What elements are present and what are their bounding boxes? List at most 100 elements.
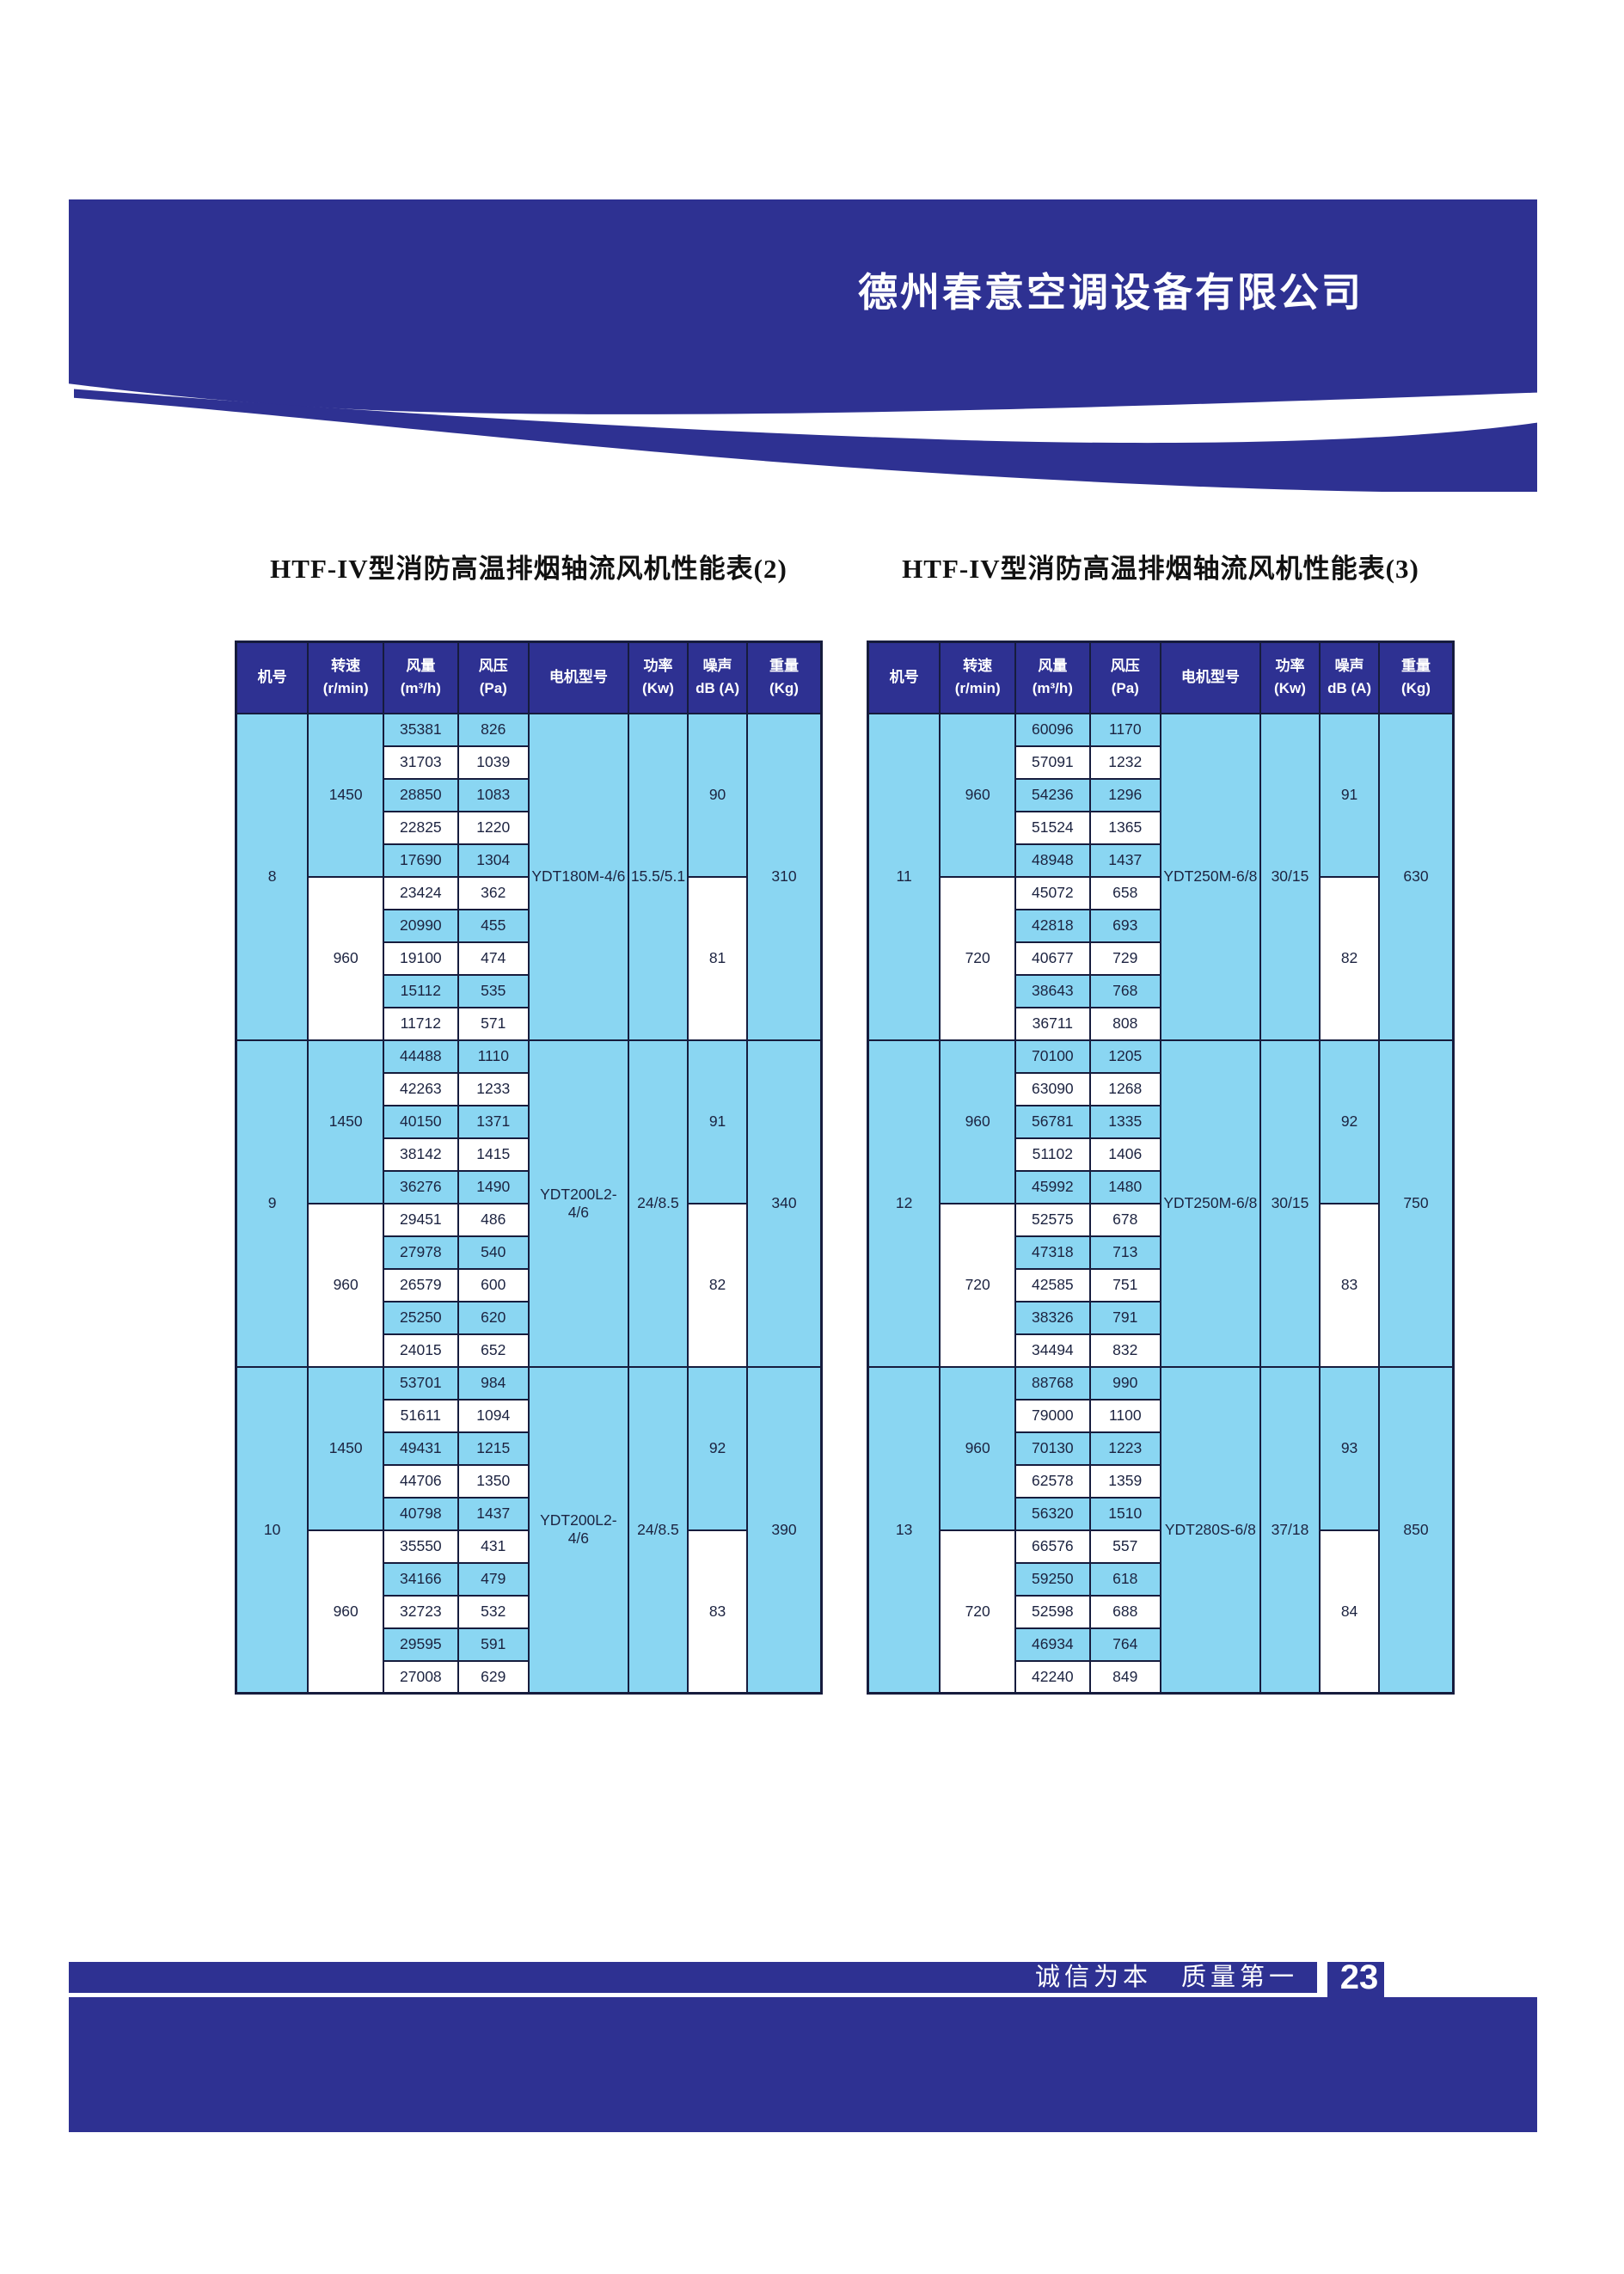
cell-motor-model: YDT250M-6/8	[1159, 1039, 1261, 1368]
column-header: 机号	[235, 641, 309, 714]
cell-airflow: 54236	[1014, 777, 1091, 812]
cell-pressure: 768	[1088, 973, 1161, 1008]
cell-speed: 720	[939, 875, 1017, 1041]
table-row: 17690 1304	[236, 843, 822, 878]
cell-speed: 1450	[307, 712, 385, 878]
cell-airflow: 45072	[1014, 875, 1091, 910]
cell-motor-model: YDT200L2-4/6	[527, 1039, 629, 1368]
table-row: 36276 1490	[236, 1169, 822, 1204]
table-row: 12 960 70100 1205 YDT250M-6/8 30/15 92 750	[867, 1039, 1455, 1368]
cell-weight: 390	[745, 1365, 823, 1695]
cell-airflow: 44488	[383, 1039, 459, 1074]
column-header: 风量 (m³/h)	[1014, 641, 1091, 714]
table-row: 29595 591	[236, 1627, 822, 1662]
footer-corner-notch	[1384, 1962, 1537, 1997]
table-row: 62578 1359	[868, 1463, 1454, 1499]
column-header: 转速(r/min)	[307, 641, 385, 714]
table-row: 32723 532	[236, 1594, 822, 1629]
cell-model-no: 12	[867, 1039, 941, 1368]
cell-motor-model: YDT180M-4/6	[527, 712, 629, 1041]
company-name: 德州春意空调设备有限公司	[858, 270, 1364, 315]
cell-airflow: 52575	[1014, 1202, 1091, 1237]
column-header-line2: (Pa)	[1111, 680, 1139, 697]
cell-pressure: 1170	[1088, 712, 1161, 747]
cell-pressure: 1415	[457, 1137, 530, 1172]
column-header-line1: 机号	[257, 669, 287, 686]
cell-motor-model: YDT280S-6/8	[1159, 1365, 1261, 1695]
column-header: 电机型号	[1159, 641, 1261, 714]
cell-pressure: 1100	[1088, 1398, 1161, 1433]
table-row: 720 52575 678 83	[868, 1202, 1454, 1368]
cell-noise: 92	[1319, 1039, 1380, 1204]
cell-airflow: 42818	[1014, 908, 1091, 943]
cell-power: 15.5/5.1	[627, 712, 689, 1041]
cell-airflow: 36711	[1014, 1006, 1091, 1041]
column-header-line2: (Pa)	[479, 680, 507, 697]
cell-pressure: 1490	[457, 1169, 530, 1204]
cell-airflow: 62578	[1014, 1463, 1091, 1499]
cell-airflow: 66576	[1014, 1529, 1091, 1564]
cell-speed: 960	[939, 1365, 1017, 1531]
cell-airflow: 53701	[383, 1365, 459, 1401]
cell-power: 24/8.5	[627, 1365, 689, 1695]
column-header-line1: 噪声	[702, 657, 732, 674]
column-header-line2: dB (A)	[1327, 680, 1372, 697]
cell-noise: 82	[1319, 875, 1380, 1041]
cell-airflow: 24015	[383, 1333, 459, 1368]
cell-speed: 960	[939, 1039, 1017, 1204]
cell-pressure: 532	[457, 1594, 530, 1629]
cell-speed: 960	[307, 1529, 385, 1695]
cell-noise: 91	[1319, 712, 1380, 878]
cell-pressure: 620	[457, 1300, 530, 1335]
column-header-line2: (Kw)	[1274, 680, 1306, 697]
column-header: 风压 (Pa)	[457, 641, 530, 714]
cell-power: 24/8.5	[627, 1039, 689, 1368]
cell-pressure: 1365	[1088, 810, 1161, 845]
cell-pressure: 1371	[457, 1104, 530, 1139]
cell-pressure: 535	[457, 973, 530, 1008]
table-row: 8 1450 35381 826 YDT180M-4/6 15.5/5.1 90 310	[235, 712, 823, 1041]
cell-pressure: 652	[457, 1333, 530, 1368]
cell-airflow: 51611	[383, 1398, 459, 1433]
cell-airflow: 51524	[1014, 810, 1091, 845]
table-row: 11 960 60096 1170 YDT250M-6/8 30/15 91 630	[867, 712, 1455, 1041]
cell-pressure: 1350	[457, 1463, 530, 1499]
table-row: 28850 1083	[236, 777, 822, 812]
cell-airflow: 29451	[383, 1202, 459, 1237]
cell-airflow: 60096	[1014, 712, 1091, 747]
cell-motor-model: YDT200L2-4/6	[527, 1365, 629, 1695]
table-row: 46934 764	[868, 1627, 1454, 1662]
table-row: 56320 1510	[868, 1496, 1454, 1531]
table-title: HTF-IV型消防高温排烟轴流风机性能表(3)	[902, 554, 1419, 584]
cell-pressure: 474	[457, 941, 530, 976]
cell-pressure: 791	[1088, 1300, 1161, 1335]
table-row: 9 1450 44488 1110 YDT200L2-4/6 24/8.5 91 340	[235, 1039, 823, 1368]
cell-airflow: 17690	[383, 843, 459, 878]
table-row: 51524 1365	[868, 810, 1454, 845]
cell-speed: 720	[939, 1202, 1017, 1368]
column-header: 重量 (Kg)	[1377, 641, 1455, 714]
cell-pressure: 832	[1088, 1333, 1161, 1368]
cell-airflow: 35550	[383, 1529, 459, 1564]
table-row: 70130 1223	[868, 1431, 1454, 1466]
cell-noise: 81	[687, 875, 748, 1041]
table-row: 34494 832	[868, 1333, 1454, 1368]
performance-table: 机号 转速(r/min) 风量 (m³/h) 风压 (Pa) 电机型号 功率 (Kw) 噪声 dB …	[235, 641, 823, 1695]
cell-pressure: 362	[457, 875, 530, 910]
cell-airflow: 34494	[1014, 1333, 1091, 1368]
cell-airflow: 56781	[1014, 1104, 1091, 1139]
column-header-line1: 转速(r/min)	[322, 657, 369, 697]
cell-noise: 93	[1319, 1365, 1380, 1531]
column-header-line2: dB (A)	[696, 680, 740, 697]
column-header-line2: (m³/h)	[400, 680, 441, 697]
cell-model-no: 13	[867, 1365, 941, 1695]
table-row: 38142 1415	[236, 1137, 822, 1172]
table-row: 26579 600	[236, 1267, 822, 1302]
cell-pressure: 600	[457, 1267, 530, 1302]
cell-noise: 90	[687, 712, 748, 878]
column-header: 电机型号	[527, 641, 629, 714]
column-header: 机号	[867, 641, 941, 714]
cell-airflow: 36276	[383, 1169, 459, 1204]
cell-pressure: 1406	[1088, 1137, 1161, 1172]
cell-pressure: 1359	[1088, 1463, 1161, 1499]
